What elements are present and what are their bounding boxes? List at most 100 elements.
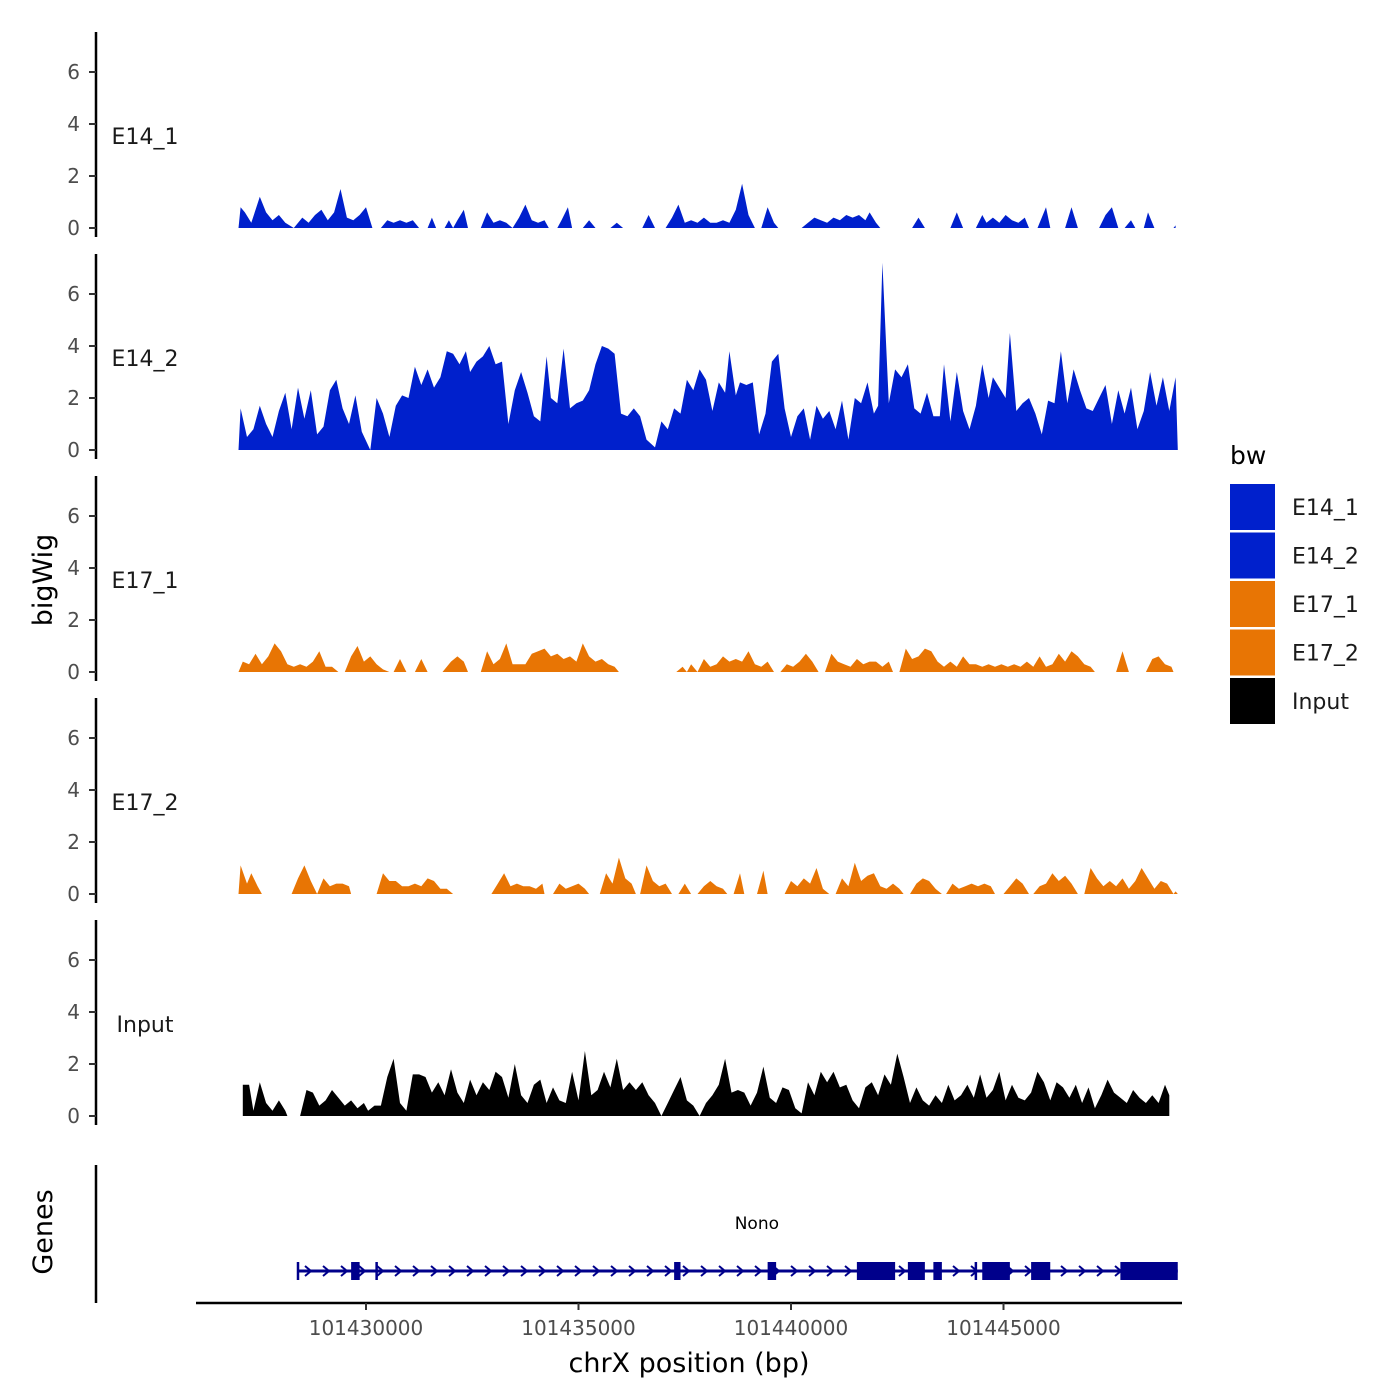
track-input: 0 2 4 6 Input <box>67 920 1170 1128</box>
strand-chevron <box>826 1265 835 1277</box>
y-tick-label: 6 <box>67 504 80 528</box>
strand-chevron <box>538 1265 547 1277</box>
strand-chevron <box>556 1265 565 1277</box>
y-tick-label: 6 <box>67 60 80 84</box>
track-label: E17_2 <box>112 791 179 816</box>
strand-chevron <box>1060 1265 1069 1277</box>
strand-chevron <box>610 1265 619 1277</box>
legend-swatch <box>1230 629 1275 676</box>
x-tick-label: 101445000 <box>946 1316 1061 1340</box>
x-axis: 101430000 101435000 101440000 101445000 chr… <box>196 1301 1182 1379</box>
y-tick-label: 0 <box>67 1104 80 1128</box>
x-ticks: 101430000 101435000 101440000 101445000 <box>309 1303 1061 1340</box>
y-tick-label: 2 <box>67 608 80 632</box>
x-tick-label: 101435000 <box>521 1316 636 1340</box>
legend-entry: E14_1 <box>1230 484 1359 530</box>
y-tick-label: 0 <box>67 660 80 684</box>
track-label: E14_1 <box>112 125 179 150</box>
track-label: E14_2 <box>112 347 179 372</box>
y-tick-label: 4 <box>67 112 80 136</box>
strand-chevron <box>844 1265 853 1277</box>
y-tick-label: 4 <box>67 556 80 580</box>
genes-axis-title: Genes <box>28 1189 59 1274</box>
strand-chevron <box>1078 1265 1087 1277</box>
track-e17-1: 0 2 4 6 E17_1 <box>67 476 1174 684</box>
legend-entry: E17_2 <box>1230 629 1359 676</box>
strand-chevron <box>1024 1265 1033 1277</box>
x-tick-label: 101440000 <box>734 1316 849 1340</box>
exon <box>907 1262 925 1280</box>
legend-items: E14_1 E14_2 E17_1 E17_2 Input <box>1230 484 1359 724</box>
signal-area <box>242 1051 1170 1116</box>
strand-chevron <box>700 1265 709 1277</box>
y-tick-label: 0 <box>67 882 80 906</box>
strand-chevron <box>322 1265 331 1277</box>
legend-title: bw <box>1230 441 1266 470</box>
y-tick-label: 0 <box>67 438 80 462</box>
legend-entry: Input <box>1230 678 1349 724</box>
exon <box>1031 1262 1051 1280</box>
exon <box>933 1262 942 1280</box>
exon <box>351 1262 360 1280</box>
exon <box>1120 1262 1178 1280</box>
strand-chevron <box>394 1265 403 1277</box>
y-tick-label: 6 <box>67 726 80 750</box>
strand-chevron <box>358 1265 367 1277</box>
strand-chevron <box>376 1265 385 1277</box>
signal-area <box>238 857 1178 894</box>
y-tick-label: 6 <box>67 282 80 306</box>
legend-label: Input <box>1292 690 1349 715</box>
strand-chevron <box>808 1265 817 1277</box>
y-axis-title: bigWig <box>28 534 59 627</box>
y-tick-label: 0 <box>67 216 80 240</box>
legend-swatch <box>1230 532 1275 579</box>
strand-chevron <box>448 1265 457 1277</box>
legend-entry: E17_1 <box>1230 581 1359 627</box>
strand-chevron <box>430 1265 439 1277</box>
gene-models: Nono <box>296 1214 1178 1280</box>
strand-chevron <box>628 1265 637 1277</box>
signal-area <box>238 183 1176 228</box>
track-label: E17_1 <box>112 569 179 594</box>
track-e14-1: 0 2 4 6 E14_1 <box>67 32 1176 240</box>
y-tick-label: 4 <box>67 334 80 358</box>
strand-chevron <box>412 1265 421 1277</box>
gene-nono: Nono <box>296 1214 1178 1280</box>
strand-chevron <box>646 1265 655 1277</box>
exon <box>674 1262 681 1280</box>
strand-chevron <box>574 1265 583 1277</box>
y-tick-label: 2 <box>67 386 80 410</box>
track-e17-2: 0 2 4 6 E17_2 <box>67 698 1178 906</box>
legend-label: E14_2 <box>1292 545 1359 570</box>
strand-chevron <box>718 1265 727 1277</box>
exon <box>767 1262 777 1280</box>
strand-chevron <box>502 1265 511 1277</box>
strand-chevron <box>898 1265 907 1277</box>
genes-panel: Genes Nono <box>28 1165 1178 1303</box>
gene-name: Nono <box>735 1214 779 1234</box>
exon <box>856 1262 896 1280</box>
legend-label: E17_2 <box>1292 642 1359 667</box>
strand-chevron <box>664 1265 673 1277</box>
signal-tracks: 0 2 4 6 E14_1 0 2 4 6 E14_2 0 2 4 6 E17_1 0 2 4 6 E17_2 0 2 4 6… <box>67 32 1178 1128</box>
strand-chevron <box>754 1265 763 1277</box>
x-axis-title: chrX position (bp) <box>568 1348 809 1379</box>
y-tick-label: 2 <box>67 830 80 854</box>
signal-area <box>238 643 1174 672</box>
legend-label: E14_1 <box>1292 496 1359 521</box>
strand-chevron <box>484 1265 493 1277</box>
y-tick-label: 2 <box>67 164 80 188</box>
strand-chevron <box>340 1265 349 1277</box>
legend-label: E17_1 <box>1292 593 1359 618</box>
exon <box>982 1262 1010 1280</box>
strand-chevron <box>1096 1265 1105 1277</box>
track-e14-2: 0 2 4 6 E14_2 <box>67 254 1178 462</box>
strand-chevron <box>520 1265 529 1277</box>
legend-swatch <box>1230 581 1275 627</box>
strand-chevron <box>304 1265 313 1277</box>
legend-swatch <box>1230 678 1275 724</box>
y-tick-label: 2 <box>67 1052 80 1076</box>
strand-chevron <box>790 1265 799 1277</box>
strand-chevron <box>682 1265 691 1277</box>
